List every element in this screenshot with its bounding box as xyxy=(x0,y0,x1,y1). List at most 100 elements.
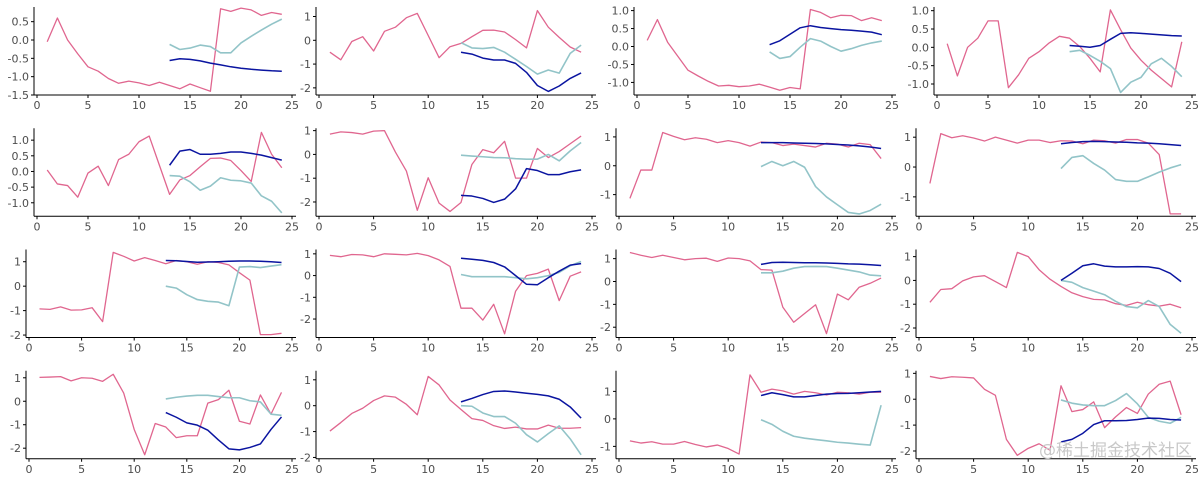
x-tick-label: 0 xyxy=(316,220,323,233)
x-tick-label: 5 xyxy=(685,99,692,112)
history-line xyxy=(39,251,282,336)
x-tick-label: 5 xyxy=(370,220,377,233)
forecast-b-line xyxy=(165,411,283,451)
panel-4: 1.0 0.5 0.0 -0.5 -1.0 0 5 10 15 20 25 xyxy=(908,5,1199,112)
panel-5: 1.0 0.5 0.0 -0.5 -1.0 0 5 10 15 20 25 xyxy=(8,128,299,233)
forecast-b-line xyxy=(760,390,882,398)
x-tick-label: 15 xyxy=(180,342,194,355)
panel-10: 10-1-20 5 10 15 20 25 xyxy=(300,248,599,355)
y-tick-label: 1 xyxy=(304,125,311,138)
x-tick-label: 20 xyxy=(234,220,248,233)
x-tick-label: 20 xyxy=(234,99,248,112)
x-tick-label: 5 xyxy=(970,220,977,233)
x-tick-label: 20 xyxy=(232,463,246,476)
x-tick-label: 25 xyxy=(585,342,599,355)
y-tick-label: 0 xyxy=(14,280,21,293)
y-tick-label: 1 xyxy=(604,131,611,144)
y-tick-label: 0 xyxy=(604,160,611,173)
y-tick-label: 0 xyxy=(304,400,311,413)
x-tick-label: 20 xyxy=(1130,342,1144,355)
x-tick-label: 10 xyxy=(721,220,735,233)
x-tick-label: 5 xyxy=(85,220,92,233)
history-line xyxy=(46,131,283,198)
x-tick-label: 25 xyxy=(885,220,899,233)
x-tick-label: 15 xyxy=(180,463,194,476)
history-line xyxy=(629,374,882,455)
x-tick-label: 25 xyxy=(285,463,299,476)
y-tick-label: 1 xyxy=(304,248,311,261)
y-tick-label: 0 xyxy=(904,393,911,406)
forecast-b-line xyxy=(761,141,882,150)
y-tick-label: -1 xyxy=(600,298,611,311)
x-tick-label: 0 xyxy=(634,99,641,112)
x-tick-label: 10 xyxy=(1021,463,1035,476)
x-tick-label: 15 xyxy=(476,463,490,476)
forecast-a-line xyxy=(165,394,282,417)
x-tick-label: 5 xyxy=(370,463,377,476)
x-tick-label: 10 xyxy=(721,342,735,355)
x-tick-label: 0 xyxy=(616,463,623,476)
x-tick-label: 0 xyxy=(916,463,923,476)
x-tick-label: 10 xyxy=(421,99,435,112)
x-tick-label: 15 xyxy=(776,463,790,476)
y-tick-label: -1 xyxy=(10,305,21,318)
y-tick-label: -2 xyxy=(900,322,911,335)
x-tick-label: 20 xyxy=(530,342,544,355)
forecast-a-line xyxy=(1060,279,1182,334)
y-tick-label: 0.0 xyxy=(912,41,930,54)
x-tick-label: 0 xyxy=(934,99,941,112)
x-tick-label: 15 xyxy=(476,342,490,355)
x-tick-label: 0 xyxy=(316,463,323,476)
forecast-a-line xyxy=(1069,49,1183,94)
history-line xyxy=(646,8,882,91)
x-tick-label: 10 xyxy=(421,463,435,476)
x-tick-label: 20 xyxy=(830,342,844,355)
history-line xyxy=(946,9,1183,89)
x-tick-label: 20 xyxy=(530,99,544,112)
panel-6: 10-1-20 5 10 15 20 25 xyxy=(300,125,599,234)
x-tick-label: 20 xyxy=(830,220,844,233)
x-tick-label: 0 xyxy=(316,99,323,112)
x-tick-label: 20 xyxy=(1130,220,1144,233)
x-tick-label: 5 xyxy=(78,342,85,355)
x-tick-label: 25 xyxy=(885,342,899,355)
y-tick-label: -1.0 xyxy=(8,71,29,84)
x-tick-label: 25 xyxy=(1185,99,1199,112)
forecast-a-line xyxy=(1060,392,1182,425)
y-tick-label: -0.5 xyxy=(8,181,29,194)
forecast-b-line xyxy=(1060,417,1182,443)
panel-11: 10-1-20 5 10 15 20 25 xyxy=(600,249,899,355)
y-tick-label: 1 xyxy=(904,251,911,264)
panel-16: 10-1-20 5 10 15 20 25 xyxy=(900,367,1199,475)
forecast-b-line xyxy=(1069,31,1182,49)
y-tick-label: -2 xyxy=(10,329,21,342)
y-tick-label: -1 xyxy=(900,298,911,311)
forecast-a-line xyxy=(165,263,282,307)
y-tick-label: 1 xyxy=(14,256,21,269)
y-tick-label: -2 xyxy=(300,313,311,326)
x-tick-label: 15 xyxy=(783,99,797,112)
y-tick-label: -1 xyxy=(600,189,611,202)
y-tick-label: -1 xyxy=(600,440,611,453)
history-line xyxy=(629,251,882,335)
y-tick-label: -1.0 xyxy=(8,197,29,210)
history-line xyxy=(929,133,1182,215)
history-line xyxy=(929,375,1182,456)
x-tick-label: 5 xyxy=(670,342,677,355)
y-tick-label: -1 xyxy=(300,172,311,185)
x-tick-label: 25 xyxy=(885,99,899,112)
y-tick-label: 0.0 xyxy=(612,41,630,54)
x-tick-label: 25 xyxy=(285,99,299,112)
history-line xyxy=(329,9,582,61)
panel-8: 10-10 5 10 15 20 25 xyxy=(900,128,1199,233)
watermark: @稀土掘金技术社区 xyxy=(1039,441,1192,461)
x-tick-label: 0 xyxy=(916,342,923,355)
x-tick-label: 0 xyxy=(26,463,33,476)
history-line xyxy=(329,130,582,213)
x-tick-label: 20 xyxy=(530,463,544,476)
x-tick-label: 0 xyxy=(34,220,41,233)
y-tick-label: -1 xyxy=(300,291,311,304)
y-tick-label: -0.5 xyxy=(608,58,629,71)
x-tick-label: 10 xyxy=(1021,220,1035,233)
x-tick-label: 15 xyxy=(1076,220,1090,233)
